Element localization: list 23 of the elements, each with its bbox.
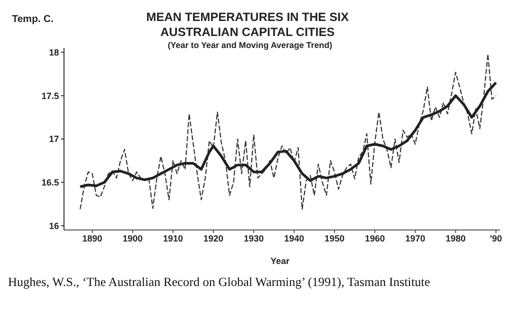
y-axis-title: Temp. C. [12, 14, 54, 25]
y-tick-label: 17.5 [41, 90, 59, 101]
x-tick-label: 1980 [446, 233, 466, 244]
x-tick-label: 1930 [244, 233, 264, 244]
x-tick-label: 1940 [284, 233, 304, 244]
x-tick-label: 1910 [162, 233, 184, 244]
chart-title: MEAN TEMPERATURES IN THE SIX AUSTRALIAN CAPITAL CITIES [145, 10, 350, 40]
x-tick-label: 1960 [364, 233, 385, 244]
y-tick-label: 18 [48, 48, 59, 58]
line-series [78, 81, 498, 188]
x-tick-label: 1890 [82, 233, 102, 244]
x-tick-label: 1920 [203, 233, 224, 244]
y-tick-label: 16.5 [41, 178, 59, 188]
x-tick-label: 1970 [405, 233, 426, 244]
text: Hughes, W.S., ‘The Australian Record on Global Warming’ (1991), Tasman Institute [8, 275, 430, 290]
y-tick-label: 17 [48, 134, 59, 144]
x-tick-label: 1900 [122, 233, 143, 244]
x-tick-label: '90 [490, 233, 502, 244]
y-tick-label: 16 [48, 220, 59, 231]
chart-subtitle: (Year to Year and Moving Average Trend) [166, 40, 334, 50]
x-tick-label: 1950 [324, 233, 344, 244]
line-series [80, 54, 497, 210]
x-axis-title: Year [269, 256, 291, 266]
